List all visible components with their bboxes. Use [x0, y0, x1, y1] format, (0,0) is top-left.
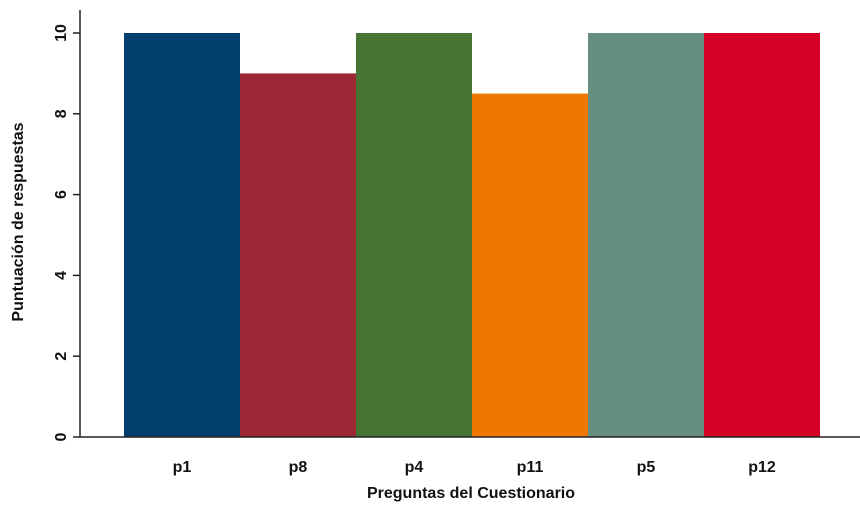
- bar-p5: [588, 33, 704, 437]
- y-tick-label-10: 10: [53, 24, 70, 42]
- bar-p11: [472, 93, 588, 437]
- y-tick-label-6: 6: [53, 190, 70, 199]
- axes-layer: p1 p8 p4 p11 p5 p12 0 2 4 6 8 10: [53, 10, 860, 476]
- labels-layer: Preguntas del Cuestionario Puntuación de…: [10, 122, 575, 502]
- x-tick-label-p8: p8: [289, 459, 308, 476]
- x-tick-label-p4: p4: [405, 459, 424, 476]
- x-tick-label-p12: p12: [748, 459, 776, 476]
- y-tick-label-8: 8: [53, 109, 70, 118]
- y-axis-title: Puntuación de respuestas: [10, 122, 27, 321]
- bar-p8: [240, 73, 356, 438]
- bar-p12: [704, 33, 820, 437]
- x-tick-label-p5: p5: [637, 459, 656, 476]
- x-tick-label-p1: p1: [173, 459, 192, 476]
- bar-p4: [356, 33, 472, 437]
- y-tick-label-4: 4: [53, 271, 70, 280]
- x-axis-title: Preguntas del Cuestionario: [367, 485, 575, 502]
- bar-p1: [124, 33, 240, 437]
- bars-layer: [124, 33, 820, 438]
- y-tick-label-2: 2: [53, 352, 70, 361]
- x-tick-label-p11: p11: [517, 459, 544, 476]
- y-tick-label-0: 0: [53, 432, 70, 441]
